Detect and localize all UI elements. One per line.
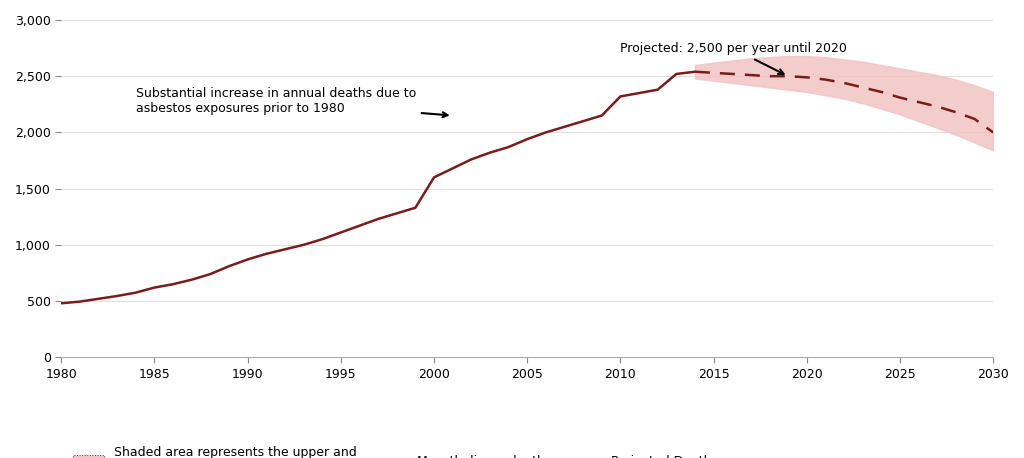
Legend: Shaded area represents the upper and
lower prediction interval, Mesothelioma dea: Shaded area represents the upper and low… [68,441,723,458]
Text: Projected: 2,500 per year until 2020: Projected: 2,500 per year until 2020 [621,43,847,74]
Text: Substantial increase in annual deaths due to
asbestos exposures prior to 1980: Substantial increase in annual deaths du… [136,87,447,117]
